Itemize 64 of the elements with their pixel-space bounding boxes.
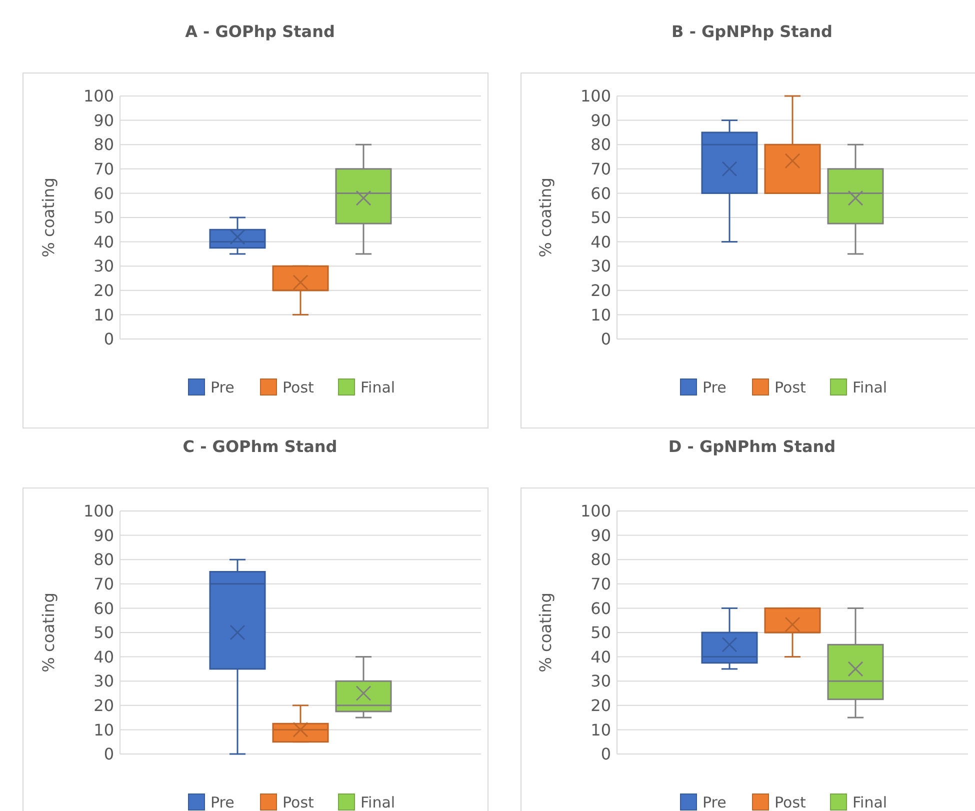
y-tick-label: 80 bbox=[94, 550, 114, 570]
y-tick-label: 100 bbox=[580, 502, 611, 521]
legend-label: Post bbox=[282, 793, 314, 811]
legend-label: Pre bbox=[702, 793, 726, 811]
y-tick-label: 0 bbox=[600, 330, 611, 349]
chart-title: C - GOPhm Stand bbox=[182, 437, 338, 456]
legend-label: Post bbox=[774, 793, 806, 811]
y-tick-label: 40 bbox=[590, 232, 611, 252]
y-tick-label: 100 bbox=[83, 86, 114, 106]
y-tick-label: 80 bbox=[94, 135, 114, 154]
y-tick-label: 70 bbox=[590, 160, 611, 178]
y-tick-label: 30 bbox=[590, 672, 611, 691]
y-tick-label: 60 bbox=[94, 184, 114, 203]
y-axis-title: % coating bbox=[536, 592, 555, 672]
y-tick-label: 0 bbox=[104, 744, 114, 764]
y-tick-label: 70 bbox=[590, 574, 611, 594]
y-tick-label: 10 bbox=[94, 720, 114, 740]
y-tick-label: 20 bbox=[94, 281, 114, 300]
y-tick-label: 60 bbox=[94, 598, 114, 618]
legend-label: Final bbox=[852, 378, 888, 396]
legend-label: Final bbox=[360, 378, 396, 396]
y-tick-label: 90 bbox=[590, 526, 611, 545]
y-tick-label: 20 bbox=[590, 696, 611, 715]
legend-label: Pre bbox=[210, 793, 234, 811]
y-tick-label: 40 bbox=[94, 232, 114, 252]
y-tick-label: 90 bbox=[94, 110, 114, 130]
y-tick-label: 30 bbox=[94, 256, 114, 276]
y-axis-title: % coating bbox=[39, 178, 58, 258]
y-tick-label: 10 bbox=[590, 305, 611, 324]
y-tick-label: 30 bbox=[590, 256, 611, 276]
y-tick-label: 10 bbox=[94, 305, 114, 324]
y-tick-label: 90 bbox=[590, 110, 611, 130]
y-tick-label: 90 bbox=[94, 526, 114, 545]
y-axis-title: % coating bbox=[39, 592, 58, 672]
legend-label: Final bbox=[852, 793, 888, 811]
chart-title: A - GOPhp Stand bbox=[185, 22, 335, 41]
y-tick-label: 0 bbox=[104, 330, 114, 349]
y-tick-label: 70 bbox=[94, 160, 114, 178]
y-tick-label: 50 bbox=[94, 208, 114, 228]
y-tick-label: 10 bbox=[590, 720, 611, 740]
y-tick-label: 40 bbox=[590, 647, 611, 666]
y-tick-label: 50 bbox=[590, 623, 611, 642]
y-tick-label: 80 bbox=[590, 135, 611, 154]
y-tick-label: 20 bbox=[94, 696, 114, 715]
y-tick-label: 70 bbox=[94, 574, 114, 594]
y-tick-label: 60 bbox=[590, 184, 611, 203]
chart-title: D - GpNPhm Stand bbox=[668, 437, 836, 456]
y-tick-label: 80 bbox=[590, 550, 611, 570]
legend-label: Post bbox=[282, 378, 314, 396]
chart-title: B - GpNPhp Stand bbox=[672, 22, 832, 41]
y-tick-label: 30 bbox=[94, 672, 114, 691]
y-axis-title: % coating bbox=[536, 178, 555, 258]
legend-label: Post bbox=[774, 378, 806, 396]
y-tick-label: 60 bbox=[590, 598, 611, 618]
y-tick-label: 20 bbox=[590, 281, 611, 300]
y-tick-label: 100 bbox=[580, 86, 611, 106]
legend-label: Pre bbox=[210, 378, 234, 396]
legend-label: Final bbox=[360, 793, 396, 811]
y-tick-label: 0 bbox=[600, 744, 611, 764]
y-tick-label: 100 bbox=[83, 502, 114, 521]
y-tick-label: 50 bbox=[94, 623, 114, 642]
y-tick-label: 50 bbox=[590, 208, 611, 228]
y-tick-label: 40 bbox=[94, 647, 114, 666]
legend-label: Pre bbox=[702, 378, 726, 396]
